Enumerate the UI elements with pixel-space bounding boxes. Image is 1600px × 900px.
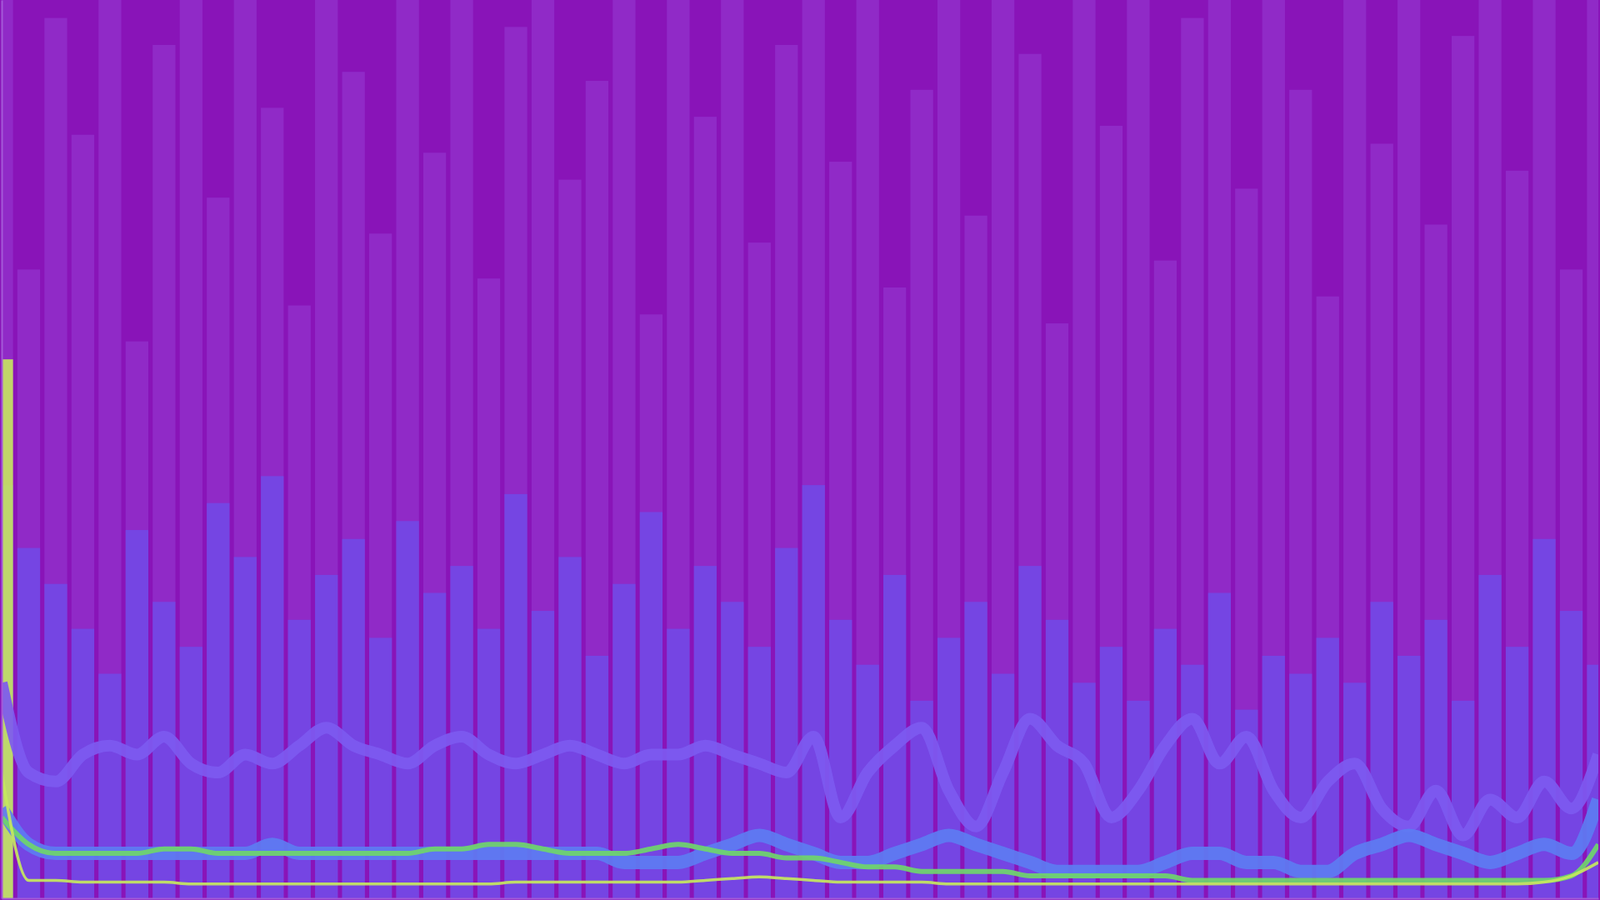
bar xyxy=(450,0,473,899)
bar-series xyxy=(1,0,1599,899)
bar xyxy=(558,180,581,899)
bar xyxy=(883,287,906,899)
bar xyxy=(1180,665,1204,899)
bar xyxy=(666,0,690,899)
bar xyxy=(1154,260,1177,899)
bar xyxy=(71,135,95,899)
line xyxy=(1,799,1599,871)
bar xyxy=(342,539,365,899)
bar xyxy=(1100,646,1123,899)
bar xyxy=(585,80,609,899)
bar xyxy=(206,197,230,899)
bar xyxy=(342,71,365,899)
bar xyxy=(1018,54,1041,899)
bar xyxy=(1045,323,1069,899)
bar xyxy=(1451,700,1475,899)
bar xyxy=(1100,125,1123,899)
bar xyxy=(694,116,717,899)
bar xyxy=(640,511,663,899)
x-axis-line xyxy=(2,898,1600,900)
bar xyxy=(98,0,121,899)
bar xyxy=(288,305,311,899)
line xyxy=(1,817,1599,880)
bar xyxy=(260,107,284,899)
bar xyxy=(1397,655,1420,899)
bar xyxy=(802,485,825,899)
bar xyxy=(1532,0,1555,899)
bar xyxy=(1289,90,1312,899)
marks xyxy=(1,0,1599,899)
bar xyxy=(504,494,527,899)
bar xyxy=(640,314,663,899)
x-axis xyxy=(2,898,1600,900)
bar xyxy=(720,0,744,899)
plot xyxy=(0,0,1600,900)
y-axis xyxy=(1,0,3,900)
bar xyxy=(44,18,67,899)
y-axis-line xyxy=(1,0,4,900)
bar xyxy=(1,0,14,899)
bar xyxy=(369,233,392,899)
bar xyxy=(395,520,419,899)
bar xyxy=(1478,0,1501,899)
bar xyxy=(17,269,40,899)
bar xyxy=(1478,575,1501,899)
bar-series xyxy=(1,475,1599,899)
bar xyxy=(910,90,933,899)
bar xyxy=(206,503,230,899)
chart xyxy=(0,0,1600,900)
bar xyxy=(315,0,338,899)
bar xyxy=(152,45,175,899)
background xyxy=(0,0,1600,900)
bar xyxy=(964,215,987,899)
bar xyxy=(1505,170,1529,899)
bar xyxy=(125,530,149,899)
bar xyxy=(1397,0,1420,899)
bar xyxy=(98,674,121,900)
bar xyxy=(477,278,500,899)
bar xyxy=(1451,35,1475,899)
bar xyxy=(1425,620,1448,899)
bar xyxy=(1045,620,1069,899)
bar xyxy=(1235,188,1258,899)
bar xyxy=(1316,296,1340,899)
line xyxy=(1,682,1599,835)
bar xyxy=(1370,601,1394,899)
bar xyxy=(125,341,149,899)
bar xyxy=(1180,18,1204,899)
bar xyxy=(423,152,446,899)
bar xyxy=(748,242,771,899)
line xyxy=(1,772,1599,885)
bar xyxy=(260,475,284,899)
bar xyxy=(1126,0,1150,899)
